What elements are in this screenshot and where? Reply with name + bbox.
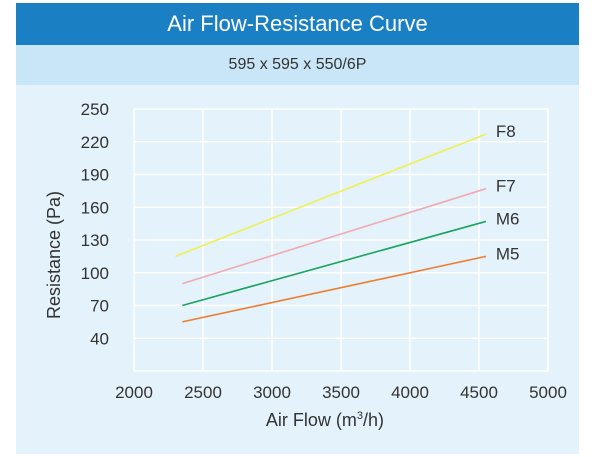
chart-subtitle: 595 x 595 x 550/6P: [16, 45, 579, 85]
x-axis-label: Air Flow (m3/h): [266, 410, 384, 430]
y-tick-label: 190: [81, 166, 109, 185]
y-tick-label: 100: [81, 264, 109, 283]
series-line-m5: [182, 255, 487, 323]
plot-area: 250 220 190 160 130 100 70 40 2000 2500 3000 3500 40…: [16, 85, 579, 454]
y-axis-label: Resistance (Pa): [44, 191, 64, 319]
x-tick-label: 4000: [391, 383, 429, 402]
x-tick-label: 3500: [322, 383, 360, 402]
y-tick-label: 220: [81, 133, 109, 152]
chart-title: Air Flow-Resistance Curve: [16, 3, 579, 45]
x-tick-label: 4500: [460, 383, 498, 402]
series-line-f7: [182, 187, 487, 285]
series-line-f8: [175, 133, 487, 258]
x-tick-label: 5000: [529, 383, 567, 402]
series-label-f8: F8: [496, 122, 516, 141]
x-tick-label: 2500: [184, 383, 222, 402]
series-line-m6: [182, 220, 487, 307]
chart-card: Air Flow-Resistance Curve 595 x 595 x 55…: [16, 3, 579, 454]
series-label-m6: M6: [496, 209, 520, 228]
x-tick-label: 2000: [115, 383, 153, 402]
x-tick-label: 3000: [253, 383, 291, 402]
y-tick-label: 160: [81, 198, 109, 217]
series-label-f7: F7: [496, 177, 516, 196]
line-chart: 250 220 190 160 130 100 70 40 2000 2500 3000 3500 40…: [44, 100, 567, 430]
y-tick-label: 130: [81, 231, 109, 250]
series-label-m5: M5: [496, 244, 520, 263]
y-tick-label: 40: [90, 329, 109, 348]
y-tick-label: 70: [90, 297, 109, 316]
y-tick-label: 250: [81, 100, 109, 119]
